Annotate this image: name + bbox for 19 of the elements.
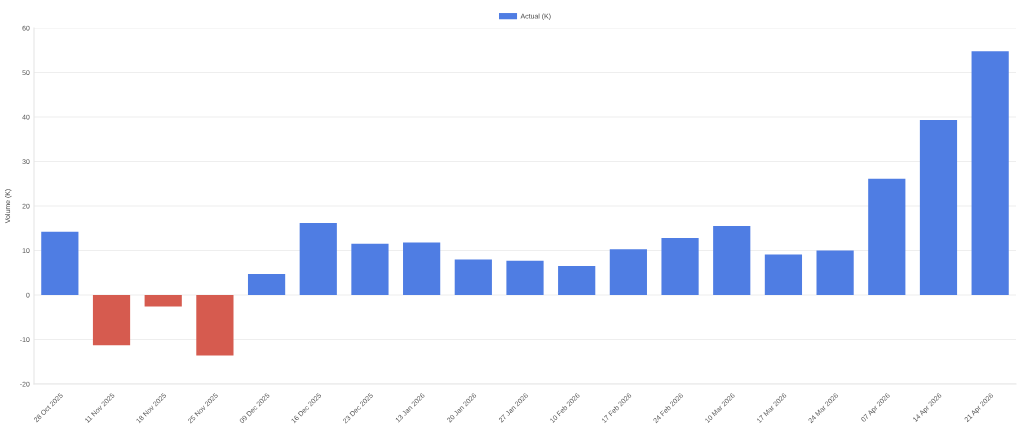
bar (764, 254, 803, 295)
bar (92, 295, 131, 346)
bar (713, 226, 751, 295)
bar (609, 249, 647, 295)
bar (196, 295, 234, 356)
bar (41, 231, 79, 295)
bar (454, 259, 492, 295)
bar (558, 266, 596, 295)
bar (868, 178, 906, 295)
bar (403, 242, 441, 295)
bar (351, 243, 389, 295)
bar (506, 260, 544, 295)
bar (144, 295, 182, 307)
bar (661, 238, 699, 295)
bar (919, 120, 958, 295)
bar (299, 222, 337, 295)
bar (971, 51, 1009, 295)
bar (816, 250, 854, 295)
bar (247, 274, 286, 295)
